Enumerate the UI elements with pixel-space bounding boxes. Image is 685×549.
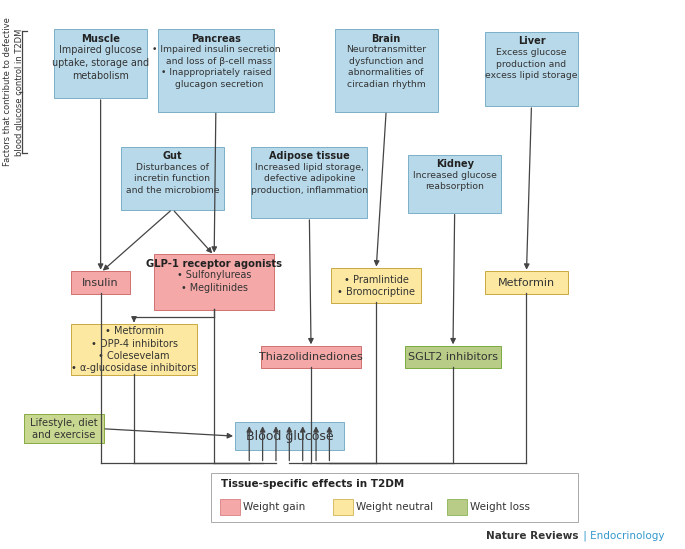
- FancyBboxPatch shape: [220, 499, 240, 515]
- Text: Disturbances of
incretin function
and the microbiome: Disturbances of incretin function and th…: [125, 163, 219, 195]
- Text: SGLT2 inhibitors: SGLT2 inhibitors: [408, 352, 498, 362]
- Text: Liver: Liver: [518, 36, 545, 46]
- Text: | Endocrinology: | Endocrinology: [580, 531, 664, 541]
- FancyBboxPatch shape: [485, 271, 568, 294]
- Text: • Pramlintide
• Bromocriptine: • Pramlintide • Bromocriptine: [337, 274, 415, 297]
- Text: • Impaired insulin secretion
  and loss of β-cell mass
• Inappropriately raised
: • Impaired insulin secretion and loss of…: [151, 46, 280, 89]
- Text: Insulin: Insulin: [82, 278, 119, 288]
- Text: Thiazolidinediones: Thiazolidinediones: [259, 352, 363, 362]
- FancyBboxPatch shape: [447, 499, 467, 515]
- Text: Lifestyle, diet
and exercise: Lifestyle, diet and exercise: [30, 418, 98, 440]
- Text: Muscle: Muscle: [81, 33, 120, 44]
- FancyBboxPatch shape: [405, 346, 501, 368]
- FancyBboxPatch shape: [54, 30, 147, 98]
- FancyBboxPatch shape: [158, 30, 274, 111]
- FancyBboxPatch shape: [154, 254, 274, 310]
- Text: Kidney: Kidney: [436, 159, 473, 169]
- Text: Weight loss: Weight loss: [470, 502, 530, 512]
- FancyBboxPatch shape: [71, 324, 197, 376]
- Text: Impaired glucose
uptake, storage and
metabolism: Impaired glucose uptake, storage and met…: [52, 46, 149, 81]
- FancyBboxPatch shape: [261, 346, 361, 368]
- Text: Excess glucose
production and
excess lipid storage: Excess glucose production and excess lip…: [485, 48, 577, 80]
- Text: GLP-1 receptor agonists: GLP-1 receptor agonists: [146, 259, 282, 268]
- FancyBboxPatch shape: [71, 271, 130, 294]
- Text: Weight neutral: Weight neutral: [356, 502, 433, 512]
- Text: Gut: Gut: [162, 151, 182, 161]
- Text: Neurotransmitter
dysfunction and
abnormalities of
circadian rhythm: Neurotransmitter dysfunction and abnorma…: [346, 46, 426, 89]
- Text: Weight gain: Weight gain: [242, 502, 305, 512]
- FancyBboxPatch shape: [121, 147, 224, 210]
- FancyBboxPatch shape: [334, 499, 353, 515]
- Text: Brain: Brain: [371, 33, 401, 44]
- FancyBboxPatch shape: [408, 155, 501, 213]
- Text: Metformin: Metformin: [498, 278, 555, 288]
- FancyBboxPatch shape: [335, 30, 438, 111]
- FancyBboxPatch shape: [24, 414, 103, 443]
- FancyBboxPatch shape: [251, 147, 367, 218]
- Text: • Metformin
• DPP-4 inhibitors
• Colesevelam
• α-glucosidase inhibitors: • Metformin • DPP-4 inhibitors • Colesev…: [71, 326, 197, 373]
- Text: Factors that contribute to defective
blood glucose control in T2DM: Factors that contribute to defective blo…: [3, 18, 24, 166]
- Text: Increased lipid storage,
defective adipokine
production, inflammation: Increased lipid storage, defective adipo…: [251, 163, 368, 195]
- Text: • Sulfonylureas
• Meglitinides: • Sulfonylureas • Meglitinides: [177, 271, 251, 293]
- FancyBboxPatch shape: [332, 268, 421, 304]
- Text: Pancreas: Pancreas: [191, 33, 241, 44]
- Text: Blood glucose: Blood glucose: [245, 430, 333, 442]
- FancyBboxPatch shape: [485, 32, 578, 106]
- Text: Increased glucose
reabsorption: Increased glucose reabsorption: [413, 171, 497, 191]
- Text: Nature Reviews: Nature Reviews: [486, 531, 579, 541]
- FancyBboxPatch shape: [234, 422, 344, 450]
- FancyBboxPatch shape: [211, 473, 578, 522]
- Text: Adipose tissue: Adipose tissue: [269, 151, 350, 161]
- Text: Tissue-specific effects in T2DM: Tissue-specific effects in T2DM: [221, 479, 403, 489]
